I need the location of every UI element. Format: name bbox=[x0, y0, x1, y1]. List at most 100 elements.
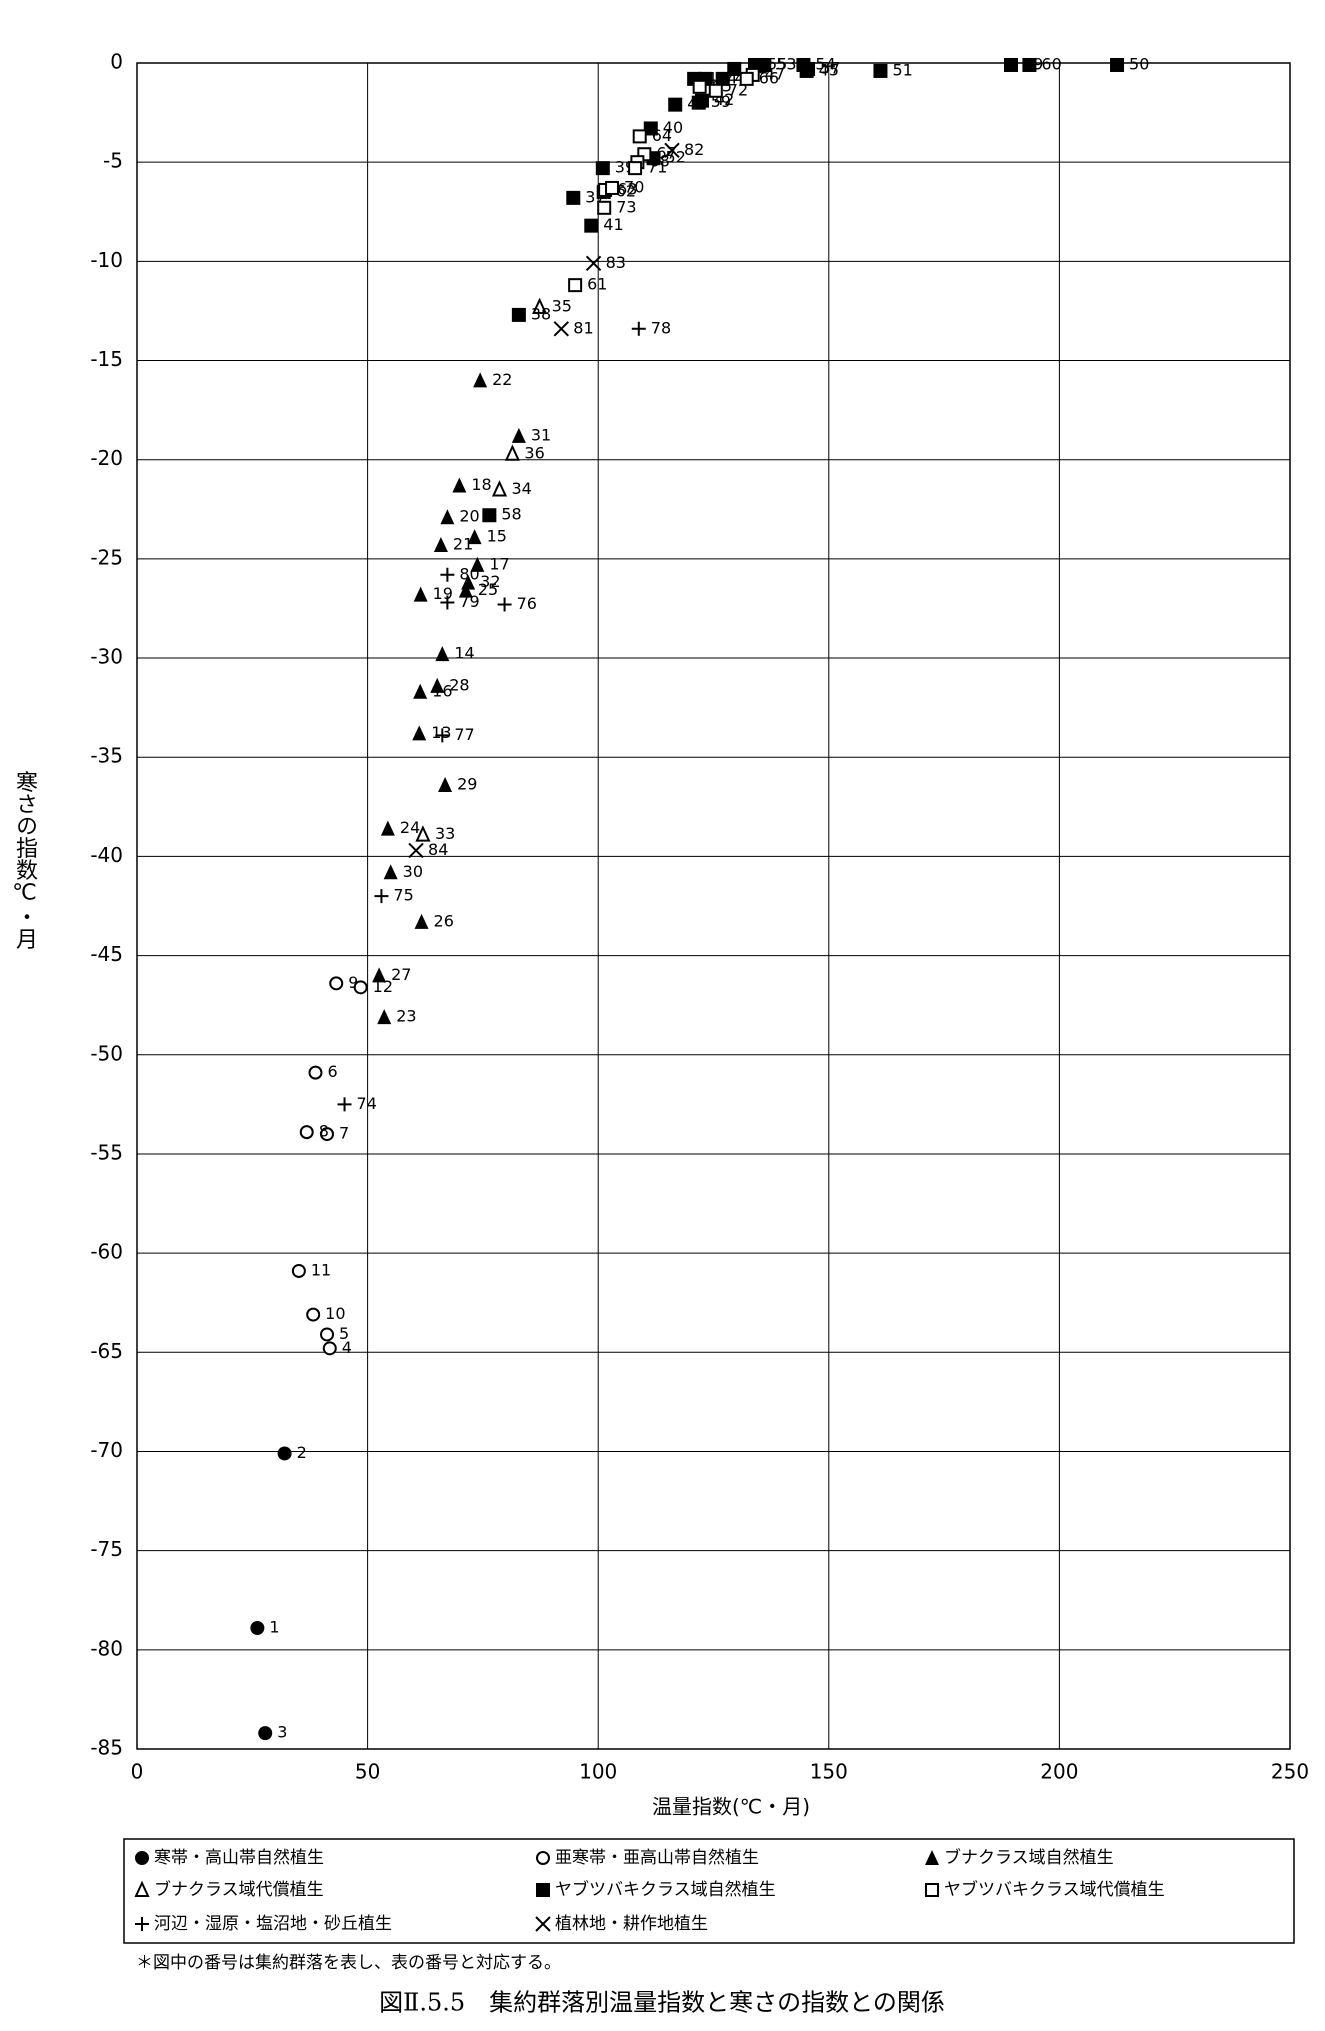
point-label: 60 bbox=[1041, 54, 1061, 73]
point-label: 28 bbox=[449, 675, 469, 694]
point-label: 83 bbox=[606, 253, 626, 272]
point-label: 66 bbox=[759, 68, 779, 87]
point-label: 1 bbox=[269, 1618, 279, 1637]
y-tick-label: -80 bbox=[90, 1636, 123, 1660]
point-label: 76 bbox=[517, 594, 537, 613]
point bbox=[511, 307, 526, 322]
legend-marker bbox=[135, 1851, 149, 1865]
point-label: 78 bbox=[651, 318, 671, 337]
y-tick-label: -55 bbox=[90, 1140, 123, 1164]
legend-marker bbox=[925, 1883, 939, 1897]
y-tick-label: -15 bbox=[90, 347, 123, 371]
plot-border bbox=[136, 62, 1291, 1750]
point-label: 51 bbox=[892, 60, 912, 79]
point-label: 50 bbox=[1129, 54, 1149, 73]
point bbox=[452, 477, 467, 493]
point-label: 10 bbox=[325, 1304, 345, 1323]
point-label: 48 bbox=[706, 68, 726, 87]
y-tick-label: -10 bbox=[90, 248, 123, 272]
point bbox=[430, 677, 445, 693]
point bbox=[691, 95, 706, 110]
point-label: 4 bbox=[342, 1338, 352, 1357]
point bbox=[597, 200, 612, 215]
point bbox=[440, 567, 455, 582]
point-label: 80 bbox=[459, 564, 479, 583]
y-axis-title: 寒さの指数℃・月 bbox=[12, 771, 38, 950]
point bbox=[605, 180, 620, 195]
point bbox=[566, 190, 581, 205]
y-tick-label: -70 bbox=[90, 1438, 123, 1462]
x-tick-label: 150 bbox=[810, 1760, 848, 1784]
point bbox=[320, 1327, 335, 1342]
point bbox=[504, 444, 520, 461]
point bbox=[643, 121, 658, 136]
point bbox=[491, 480, 508, 497]
point-label: 58 bbox=[501, 505, 521, 524]
point bbox=[308, 1065, 323, 1080]
point-label: 15 bbox=[487, 527, 507, 546]
point-label: 74 bbox=[357, 1094, 377, 1113]
point-label: 31 bbox=[531, 425, 551, 444]
point bbox=[250, 1621, 265, 1636]
y-tick-label: -45 bbox=[90, 942, 123, 966]
point-label: 77 bbox=[454, 725, 474, 744]
legend-marker bbox=[135, 1917, 149, 1931]
legend-label: ヤブツバキクラス域代償植生 bbox=[944, 1879, 1165, 1900]
x-axis-title: 温量指数(℃・月) bbox=[652, 1795, 810, 1819]
point bbox=[380, 820, 395, 836]
point-label: 30 bbox=[403, 862, 423, 881]
point bbox=[383, 864, 398, 880]
point bbox=[568, 278, 583, 293]
point-label: 62 bbox=[616, 181, 636, 200]
legend-marker bbox=[134, 1880, 150, 1897]
point bbox=[412, 725, 427, 741]
point-label: 33 bbox=[435, 824, 455, 843]
y-tick-label: -60 bbox=[90, 1240, 123, 1264]
point-label: 11 bbox=[311, 1260, 331, 1279]
point-label: 81 bbox=[573, 318, 593, 337]
point-label: 14 bbox=[454, 644, 474, 663]
point bbox=[727, 61, 742, 76]
x-tick-label: 100 bbox=[579, 1760, 617, 1784]
y-tick-label: 0 bbox=[110, 50, 123, 74]
point-label: 22 bbox=[492, 370, 512, 389]
point-label: 9 bbox=[348, 973, 358, 992]
point-label: 70 bbox=[624, 177, 644, 196]
point-label: 19 bbox=[433, 584, 453, 603]
legend-marker bbox=[535, 1916, 551, 1932]
x-tick-label: 0 bbox=[131, 1760, 144, 1784]
legend-marker bbox=[925, 1850, 939, 1865]
point bbox=[438, 777, 453, 793]
legend-label: 寒帯・高山帯自然植生 bbox=[154, 1848, 324, 1868]
point bbox=[413, 586, 428, 602]
legend-label: ブナクラス域代償植生 bbox=[154, 1879, 324, 1900]
point-label: 8 bbox=[319, 1122, 329, 1141]
point bbox=[414, 913, 429, 929]
point-label: 3 bbox=[277, 1723, 287, 1742]
chart-title: 図Ⅱ.5.5 集約群落別温量指数と寒さの指数との関係 bbox=[379, 1989, 945, 2017]
point bbox=[415, 825, 431, 842]
x-tick-label: 200 bbox=[1040, 1760, 1078, 1784]
point bbox=[1022, 57, 1037, 72]
point-label: 79 bbox=[459, 592, 479, 611]
y-tick-label: -40 bbox=[90, 843, 123, 867]
point-label: 24 bbox=[400, 818, 420, 837]
point-label: 75 bbox=[393, 886, 413, 905]
point bbox=[467, 529, 482, 545]
point bbox=[692, 79, 707, 94]
point-label: 41 bbox=[603, 215, 623, 234]
point bbox=[1003, 57, 1018, 72]
point bbox=[1110, 57, 1125, 72]
point bbox=[458, 582, 473, 598]
point-label: 23 bbox=[396, 1007, 416, 1026]
point bbox=[440, 595, 455, 610]
point-label: 20 bbox=[459, 507, 479, 526]
point bbox=[470, 556, 485, 572]
point-label: 57 bbox=[820, 58, 840, 77]
point-label: 45 bbox=[819, 60, 839, 79]
x-tick-label: 50 bbox=[355, 1760, 380, 1784]
y-tick-label: -75 bbox=[90, 1537, 123, 1561]
y-tick-label: -30 bbox=[90, 645, 123, 669]
point bbox=[413, 683, 428, 699]
point bbox=[715, 71, 730, 86]
